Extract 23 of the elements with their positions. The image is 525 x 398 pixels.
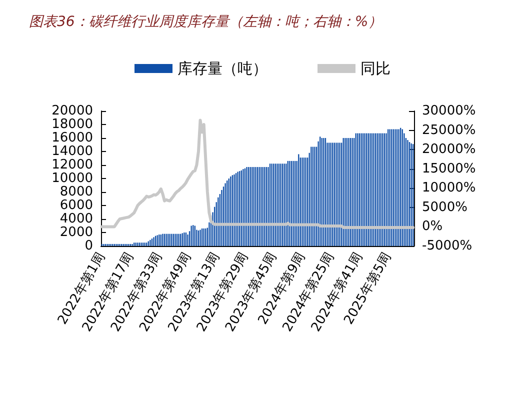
y2-tick-label: 25000% xyxy=(422,122,476,138)
y-tick-label: 2000 xyxy=(60,225,93,240)
y-tick-label: 4000 xyxy=(60,212,93,226)
chart-title: 图表36：碳纤维行业周度库存量（左轴：吨；右轴：%） xyxy=(29,14,382,30)
legend-label: 同比 xyxy=(360,60,390,78)
y2-tick-label: 5000% xyxy=(422,200,468,215)
y-tick-label: 20000 xyxy=(52,104,93,118)
y2-tick-label: 30000% xyxy=(422,104,476,118)
y2-tick-label: 0% xyxy=(422,219,443,234)
y-tick-label: 10000 xyxy=(52,171,93,186)
y-tick-label: 14000 xyxy=(52,144,93,159)
y2-tick-label: -5000% xyxy=(422,238,472,254)
line-series xyxy=(100,118,415,229)
y-tick-label: 8000 xyxy=(60,184,93,200)
y-tick-label: 16000 xyxy=(52,130,93,146)
legend-label: 库存量（吨） xyxy=(178,60,268,78)
y2-tick-label: 15000% xyxy=(422,161,476,176)
y-tick-label: 12000 xyxy=(52,158,93,172)
y-tick-label: 6000 xyxy=(60,198,93,213)
y2-tick-label: 20000% xyxy=(422,142,476,158)
y-tick-label: 0 xyxy=(84,238,93,254)
y-tick-label: 18000 xyxy=(52,117,93,132)
y2-tick-label: 10000% xyxy=(422,180,476,196)
